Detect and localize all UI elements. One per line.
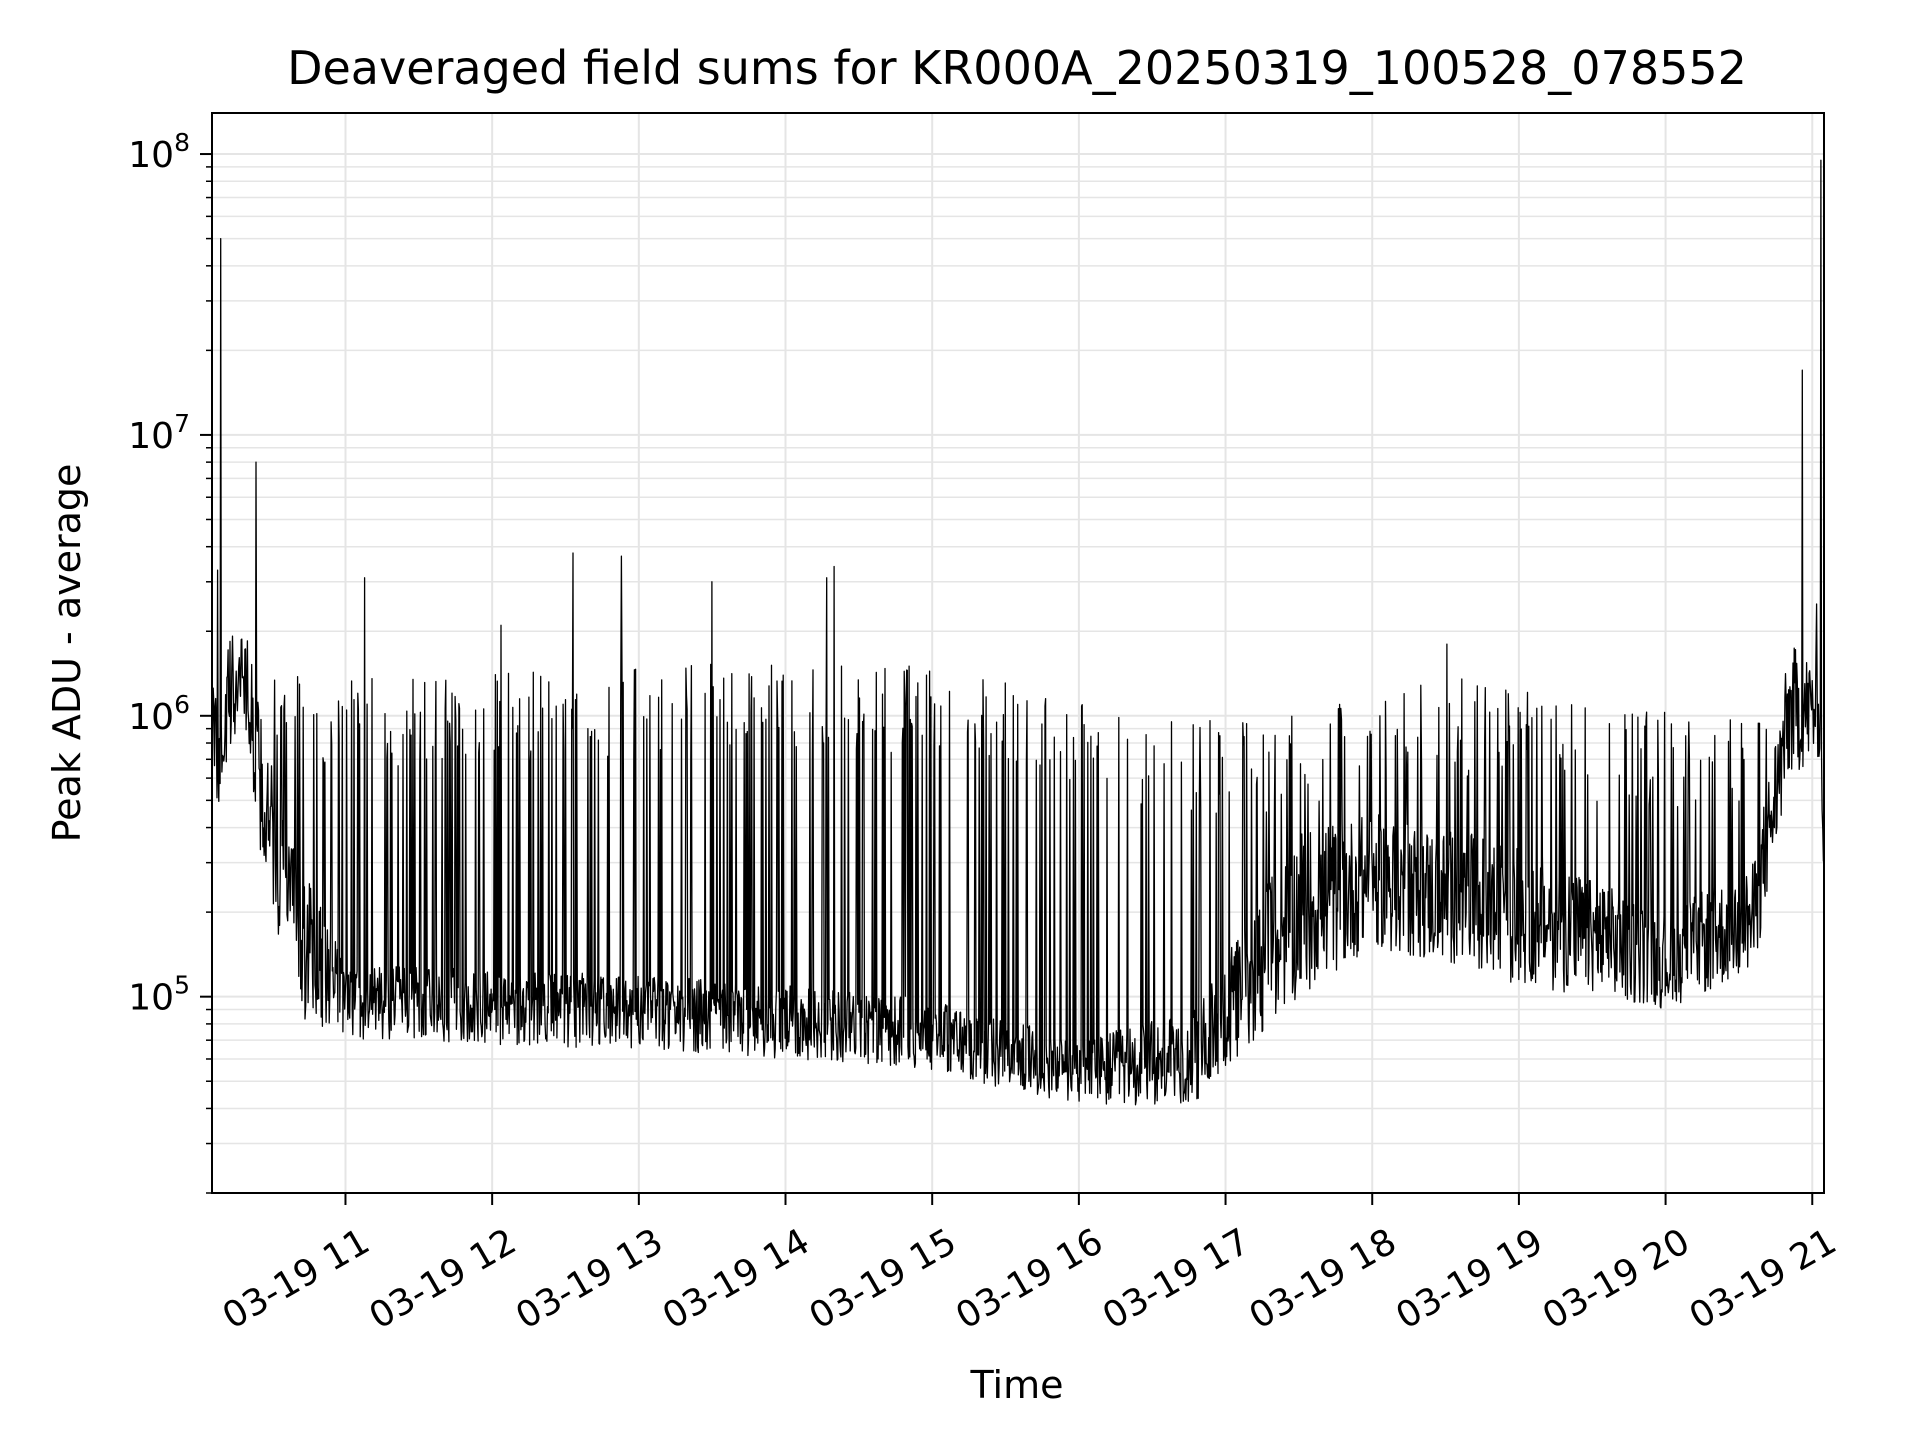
- y-tick-label: 107: [128, 409, 190, 457]
- y-tick-label: 105: [128, 971, 190, 1019]
- data-series: [211, 159, 1825, 1106]
- chart-title: Deaveraged field sums for KR000A_2025031…: [287, 41, 1747, 95]
- y-tick-label: 108: [128, 128, 190, 176]
- plot-frame: [211, 112, 1825, 1194]
- x-axis-label: Time: [970, 1363, 1064, 1407]
- series-line: [211, 159, 1825, 1106]
- y-tick-label: 106: [128, 690, 190, 738]
- y-axis: 105 106 107 108: [128, 128, 212, 1194]
- y-axis-label: Peak ADU - average: [45, 464, 89, 843]
